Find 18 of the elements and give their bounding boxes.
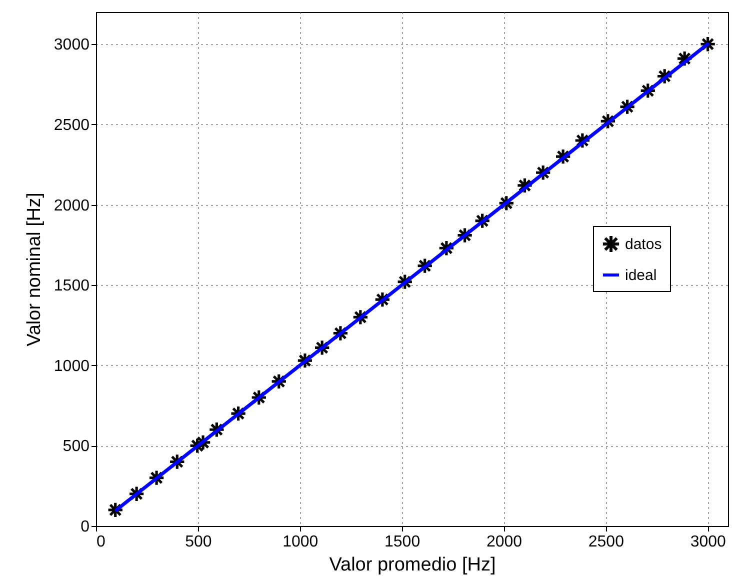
y-tick-label: 0 <box>80 518 90 536</box>
y-tick-label: 2000 <box>54 197 90 214</box>
x-tick-label: 500 <box>185 534 212 550</box>
y-tick-label: 500 <box>62 438 90 456</box>
y-axis-title: Valor nominal [Hz] <box>24 192 45 346</box>
x-tick-label: 1000 <box>282 534 318 550</box>
y-tick-label: 1500 <box>54 278 90 295</box>
legend-label: ideal <box>625 267 657 284</box>
y-tick-label: 1000 <box>54 358 90 375</box>
x-tick-label: 2000 <box>486 534 522 550</box>
x-tick-label: 1500 <box>384 534 420 550</box>
y-tick-label: 3000 <box>54 36 90 54</box>
x-tick-label: 0 <box>96 534 106 550</box>
x-axis-title: Valor promedio [Hz] <box>329 554 496 576</box>
x-tick-label: 2500 <box>588 534 624 550</box>
legend-label: datos <box>625 236 662 253</box>
x-tick-label: 3000 <box>690 534 726 550</box>
y-tick-label: 2500 <box>54 116 90 134</box>
